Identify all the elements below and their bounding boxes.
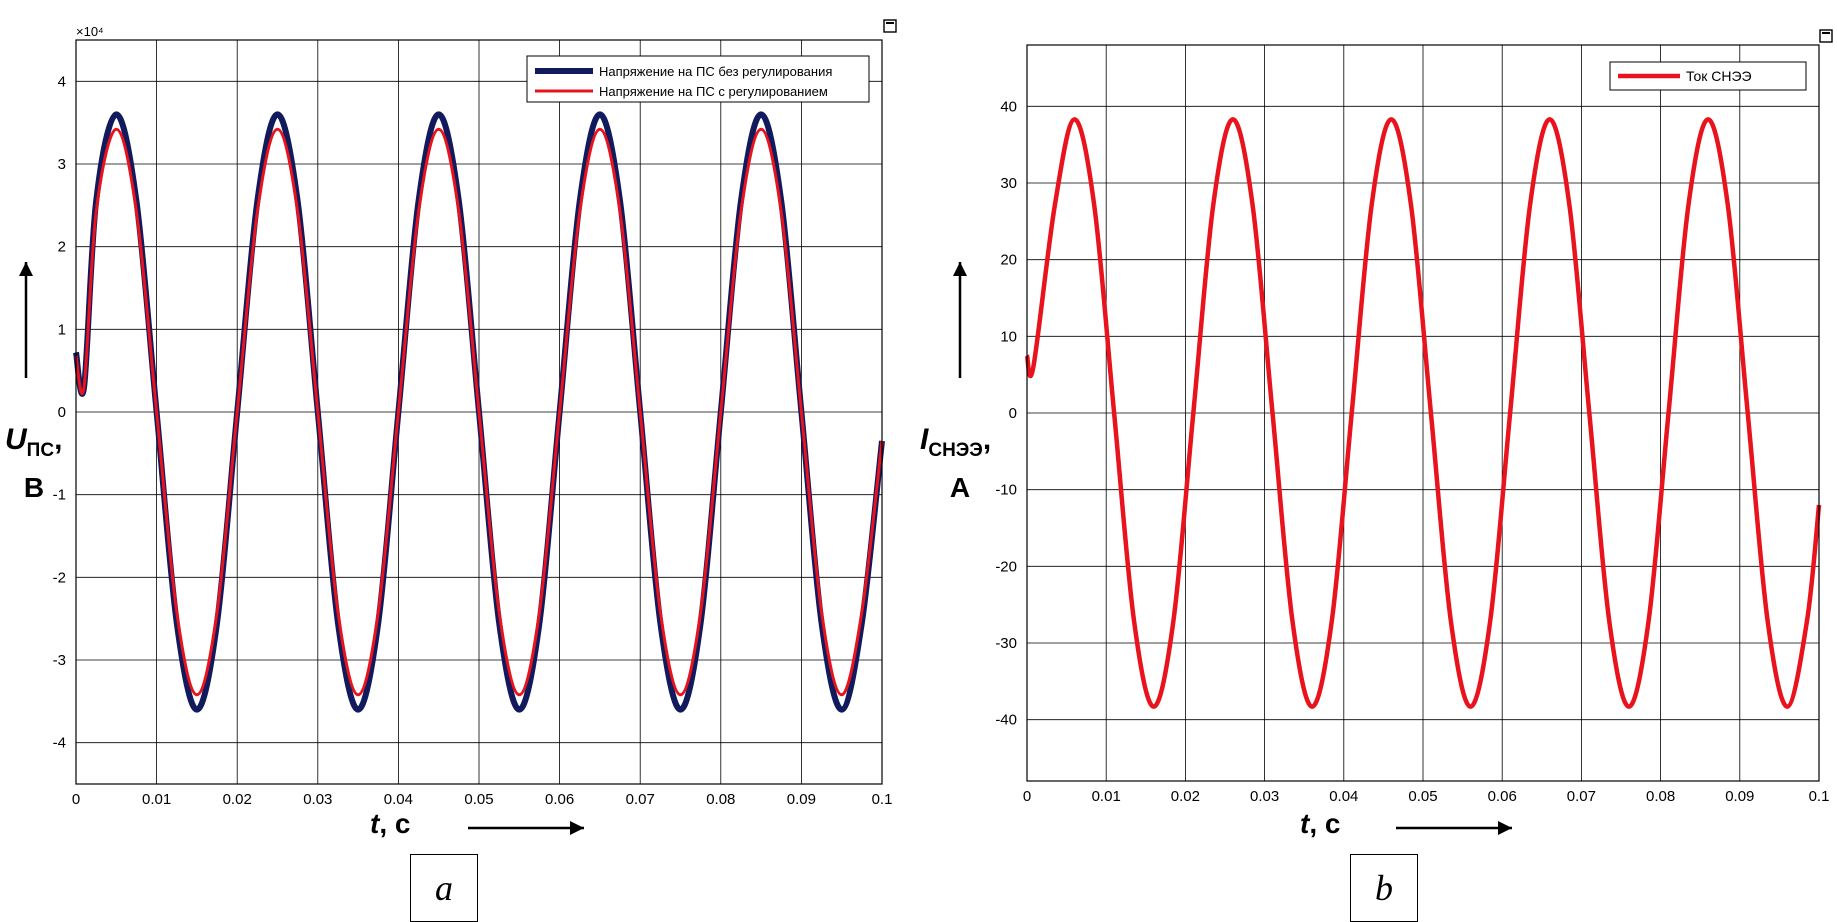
y-axis-label-comma: , (983, 423, 991, 456)
legend-label-0: Ток СНЭЭ (1686, 68, 1752, 84)
y-tick-label: -30 (995, 635, 1017, 652)
y-tick-label: 10 (1000, 328, 1017, 345)
x-tick-label: 0.08 (706, 791, 735, 808)
x-tick-label: 0.01 (1092, 788, 1121, 805)
x-axis-label: t, с (1300, 808, 1340, 839)
x-arrow-head (570, 821, 584, 835)
x-tick-label: 0.05 (1408, 788, 1437, 805)
x-tick-label: 0.09 (1725, 788, 1754, 805)
panel-label-a: a (410, 854, 478, 922)
x-tick-label: 0.1 (1809, 788, 1830, 805)
y-tick-label: -3 (53, 652, 66, 669)
x-axis-label: t, с (370, 808, 410, 839)
chart-b: 0 0.01 0.02 0.03 0.04 0.05 0.06 0.07 0.08 0.09 0.1… (920, 29, 1833, 839)
x-tick-label: 0.07 (626, 791, 655, 808)
y-tick-label: 4 (58, 73, 66, 90)
x-tick-label: 0.04 (384, 791, 413, 808)
plot-frame (75, 39, 883, 785)
y-exponent-label: ×10⁴ (76, 24, 104, 39)
y-tick-label: 3 (58, 156, 66, 173)
x-tick-label: 0 (1023, 788, 1031, 805)
x-tick-label: 0.03 (1250, 788, 1279, 805)
y-tick-label: 2 (58, 239, 66, 256)
x-axis-label-var: t (1300, 808, 1311, 839)
x-tick-label: 0.02 (223, 791, 252, 808)
y-tick-label: -4 (53, 735, 66, 752)
y-axis-unit: В (24, 472, 44, 503)
x-tick-label: 0.03 (303, 791, 332, 808)
x-tick-label: 0.07 (1567, 788, 1596, 805)
dock-icon (1819, 29, 1833, 43)
x-tick-label: 0.1 (872, 791, 893, 808)
legend-box (526, 55, 870, 103)
dock-icon (883, 19, 897, 33)
y-tick-label: 40 (1000, 98, 1017, 115)
y-tick-label: -10 (995, 482, 1017, 499)
series-line-1 (74, 127, 884, 697)
y-axis-label-sub: СНЭЭ (928, 440, 982, 461)
y-axis-label: UПС, (5, 423, 62, 461)
x-axis-label-unit: , с (379, 808, 410, 839)
y-tick-label: 0 (58, 404, 66, 421)
x-tick-label: 0.05 (464, 791, 493, 808)
x-tick-label: 0.08 (1646, 788, 1675, 805)
y-tick-label: -2 (53, 569, 66, 586)
x-axis-label-unit: , с (1309, 808, 1340, 839)
y-axis-label-sub: ПС (27, 440, 55, 461)
chart-a: 0 0.01 0.02 0.03 0.04 0.05 0.06 0.07 0.08 0.09 0.1… (5, 19, 897, 839)
y-tick-label: 1 (58, 321, 66, 338)
y-tick-label: 20 (1000, 252, 1017, 269)
y-tick-label: -1 (53, 487, 66, 504)
y-arrow-head (953, 262, 967, 276)
y-tick-label: -40 (995, 712, 1017, 729)
y-tick-label: 0 (1009, 405, 1017, 422)
panel-label-a-text: a (435, 868, 453, 908)
x-tick-label: 0.06 (545, 791, 574, 808)
panel-label-b-text: b (1375, 868, 1393, 908)
x-tick-label: 0.09 (787, 791, 816, 808)
series-line-0 (1024, 117, 1822, 709)
plot-frame (1026, 44, 1820, 782)
legend-label-1: Напряжение на ПС с регулированием (599, 84, 828, 99)
x-tick-label: 0.01 (142, 791, 171, 808)
x-tick-label: 0.06 (1488, 788, 1517, 805)
x-tick-label: 0.04 (1329, 788, 1358, 805)
legend-label-0: Напряжение на ПС без регулирования (599, 64, 832, 79)
y-axis-unit: А (950, 472, 970, 503)
panel-label-b: b (1350, 854, 1418, 922)
y-axis-label-var: U (5, 423, 28, 456)
y-axis-label: IСНЭЭ, (920, 423, 991, 461)
y-arrow-head (19, 262, 33, 276)
x-axis-label-var: t (370, 808, 381, 839)
y-axis-label-comma: , (54, 423, 62, 456)
x-tick-label: 0 (72, 791, 80, 808)
y-tick-label: -20 (995, 558, 1017, 575)
x-arrow-head (1498, 821, 1512, 835)
y-tick-label: 30 (1000, 175, 1017, 192)
y-axis-label-var: I (920, 423, 929, 456)
x-tick-label: 0.02 (1171, 788, 1200, 805)
